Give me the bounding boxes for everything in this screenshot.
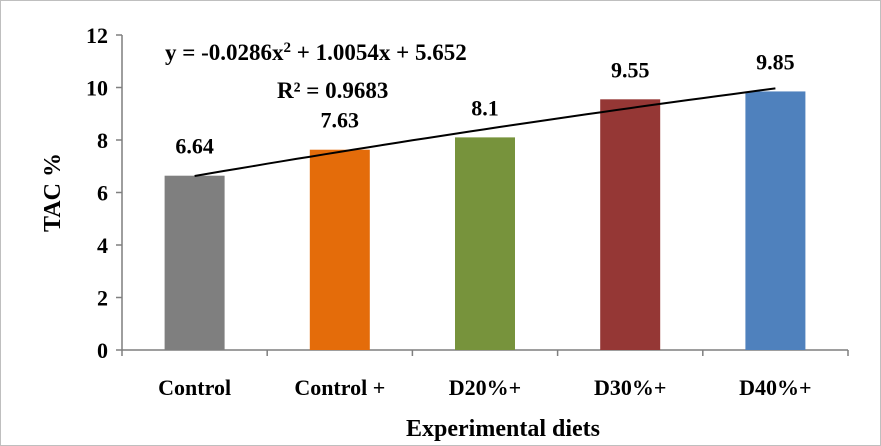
x-tick-label: Control: [158, 375, 231, 400]
y-tick-label: 10: [86, 76, 108, 101]
bar: [309, 149, 370, 350]
equation-prefix: y = -0.0286x: [165, 40, 284, 65]
y-tick-label: 12: [86, 23, 108, 48]
y-tick-label: 4: [97, 233, 108, 258]
x-tick-label: D30%+: [594, 375, 666, 400]
y-tick-label: 0: [97, 338, 108, 363]
trendline-curve: [194, 87, 776, 177]
y-tick-label: 2: [97, 286, 108, 311]
r-squared-label: R² = 0.9683: [277, 78, 388, 103]
y-tick-label: 8: [97, 128, 108, 153]
bar: [600, 99, 661, 350]
equation-suffix: + 1.0054x + 5.652: [291, 40, 467, 65]
x-axis-title: Experimental diets: [406, 416, 600, 442]
trendline-equation: y = -0.0286x2 + 1.0054x + 5.652: [165, 40, 467, 65]
data-labels: 6.64 7.63 8.1 9.55 9.85: [175, 49, 794, 158]
bar: [745, 91, 806, 350]
x-tick-label: D40%+: [739, 375, 811, 400]
y-axis-title: TAC %: [40, 153, 66, 232]
equation-superscript: 2: [284, 40, 292, 56]
trendline: [194, 87, 776, 177]
bar: [164, 175, 225, 350]
data-label: 8.1: [471, 95, 499, 120]
bars: [164, 91, 806, 350]
axes: 0 2 4 6 8 10 12 Control Control + D20%+ D30%+ D40%+: [86, 23, 849, 400]
bar: [455, 137, 515, 350]
data-label: 9.85: [756, 49, 795, 74]
y-tick-label: 6: [97, 181, 108, 206]
data-label: 6.64: [175, 134, 214, 159]
x-tick-label: D20%+: [449, 375, 521, 400]
x-tick-label: Control +: [294, 375, 385, 400]
data-label: 7.63: [321, 108, 360, 133]
data-label: 9.55: [611, 57, 650, 82]
